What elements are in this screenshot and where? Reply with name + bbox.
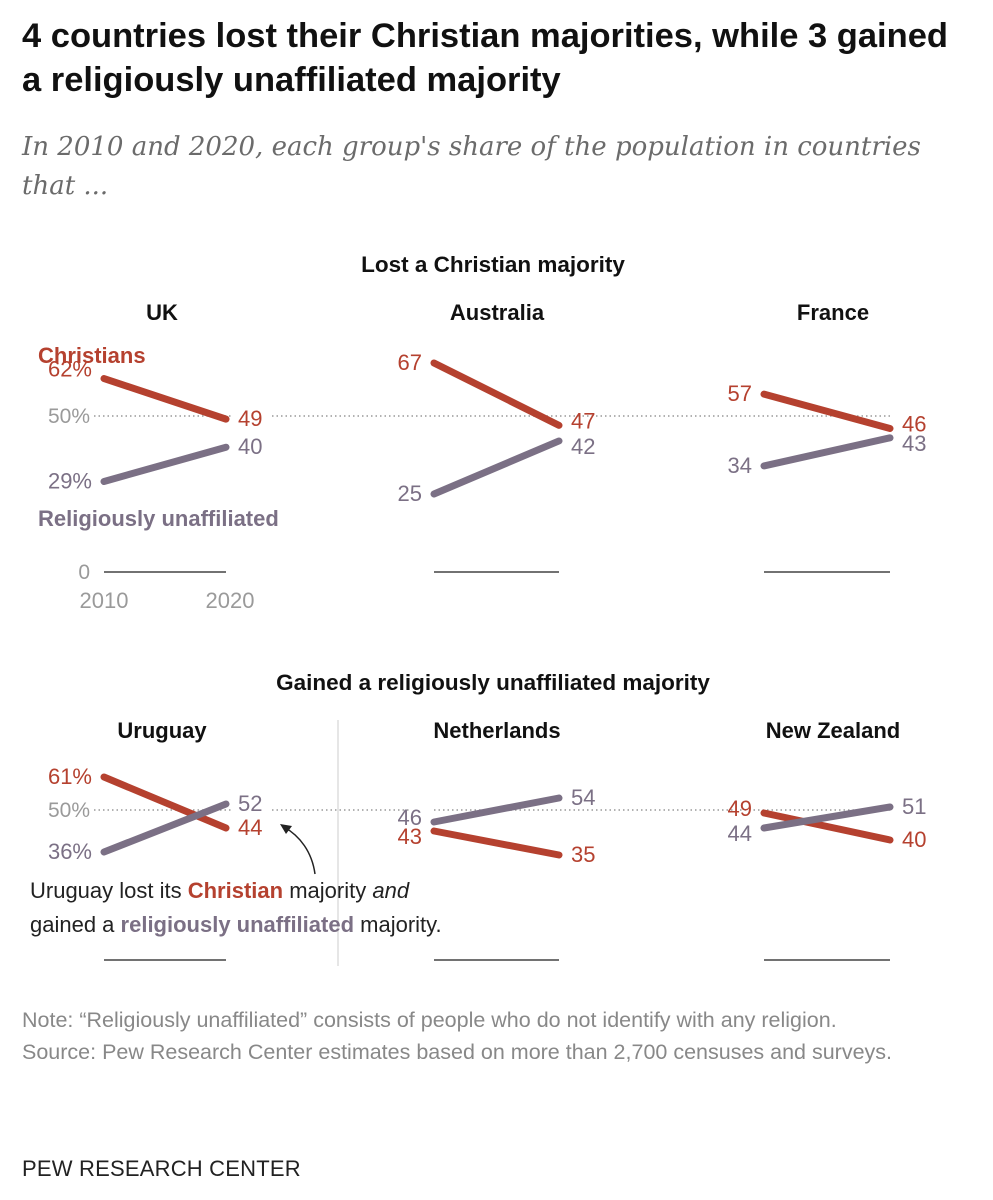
country-title-australia: Australia (450, 300, 545, 325)
group-heading-lost-a-christian-majority: Lost a Christian majority (361, 252, 625, 277)
group-heading-gained-a-religiously-unaffiliated-majority: Gained a religiously unaffiliated majori… (276, 670, 710, 695)
line-christians-new-zealand (760, 809, 894, 844)
chart-subtitle: In 2010 and 2020, each group's share of … (22, 132, 921, 201)
value-label-unaffiliated-2020-uruguay: 52 (238, 791, 262, 816)
reference-label-50: 50% (48, 799, 90, 822)
value-label-christians-2020-australia: 47 (571, 408, 595, 433)
value-label-unaffiliated-2020-france: 43 (902, 431, 926, 456)
value-label-christians-2020-uk: 49 (238, 406, 262, 431)
country-title-netherlands: Netherlands (433, 718, 560, 743)
annotation-line-2: gained a religiously unaffiliated majori… (30, 912, 442, 937)
line-christians-uruguay (100, 773, 230, 832)
value-label-unaffiliated-2020-australia: 42 (571, 434, 595, 459)
note-text: Note: “Religiously unaffiliated” consist… (22, 1008, 837, 1032)
chart-title: 4 countries lost their Christian majorit… (22, 17, 948, 99)
annotation-line-1-part-2: majority (283, 878, 372, 903)
notes: Note: “Religiously unaffiliated” consist… (22, 1004, 972, 1068)
country-title-uk: UK (146, 300, 178, 325)
line-unaffiliated-netherlands (430, 794, 563, 826)
legend-unaffiliated: Religiously unaffiliated (38, 506, 279, 531)
line-christians-netherlands (430, 827, 563, 859)
value-label-unaffiliated-2010-uruguay: 36% (48, 839, 92, 864)
annotation-line-2-part-2: majority. (354, 912, 442, 937)
line-christians-australia (430, 359, 563, 429)
annotation-line-2-part-0: gained a (30, 912, 121, 937)
reference-label-50: 50% (48, 405, 90, 428)
value-label-unaffiliated-2020-netherlands: 54 (571, 785, 595, 810)
annotation-line-1-part-1: Christian (188, 878, 283, 903)
line-unaffiliated-uk (100, 443, 230, 486)
value-label-unaffiliated-2020-new-zealand: 51 (902, 794, 926, 819)
slope-chart: Lost a Christian majority 50% UK 62% 49 29% 40… (30, 252, 926, 966)
value-label-christians-2010-netherlands: 43 (398, 824, 422, 849)
annotation-arrow (283, 826, 316, 875)
value-label-christians-2020-uruguay: 44 (238, 815, 262, 840)
annotation-line-2-part-1: religiously unaffiliated (121, 912, 354, 937)
legend-christians: Christians (38, 343, 146, 368)
value-label-christians-2010-australia: 67 (398, 350, 422, 375)
country-title-new-zealand: New Zealand (766, 718, 900, 743)
country-title-france: France (797, 300, 869, 325)
value-label-christians-2010-new-zealand: 49 (728, 796, 752, 821)
line-unaffiliated-australia (430, 437, 563, 498)
source-text: Source: Pew Research Center estimates ba… (22, 1040, 893, 1064)
value-label-unaffiliated-2010-new-zealand: 44 (728, 821, 752, 846)
value-label-christians-2020-new-zealand: 40 (902, 827, 926, 852)
value-label-unaffiliated-2010-france: 34 (728, 453, 752, 478)
line-christians-uk (100, 375, 230, 423)
value-label-unaffiliated-2010-australia: 25 (398, 481, 422, 506)
value-label-christians-2010-uruguay: 61% (48, 764, 92, 789)
value-label-unaffiliated-2010-netherlands: 46 (398, 805, 422, 830)
annotation-arrow-head (280, 824, 292, 834)
value-label-christians-2020-france: 46 (902, 411, 926, 436)
value-label-christians-2010-uk: 62% (48, 357, 92, 382)
annotation-line-1-part-0: Uruguay lost its (30, 878, 188, 903)
line-unaffiliated-uruguay (100, 800, 230, 856)
pew-logo: PEW RESEARCH CENTER (22, 1156, 301, 1181)
annotation-line-1-part-3: and (372, 878, 409, 903)
value-label-unaffiliated-2020-uk: 40 (238, 434, 262, 459)
value-label-christians-2010-france: 57 (728, 381, 752, 406)
x-tick-2020: 2020 (206, 588, 255, 613)
line-unaffiliated-new-zealand (760, 803, 894, 832)
country-title-uruguay: Uruguay (117, 718, 207, 743)
line-unaffiliated-france (760, 434, 894, 470)
axis-zero-label: 0 (78, 561, 90, 584)
x-tick-2010: 2010 (80, 588, 129, 613)
value-label-unaffiliated-2010-uk: 29% (48, 469, 92, 494)
line-christians-france (760, 390, 894, 432)
annotation-line-1: Uruguay lost its Christian majority and (30, 878, 410, 903)
value-label-christians-2020-netherlands: 35 (571, 842, 595, 867)
